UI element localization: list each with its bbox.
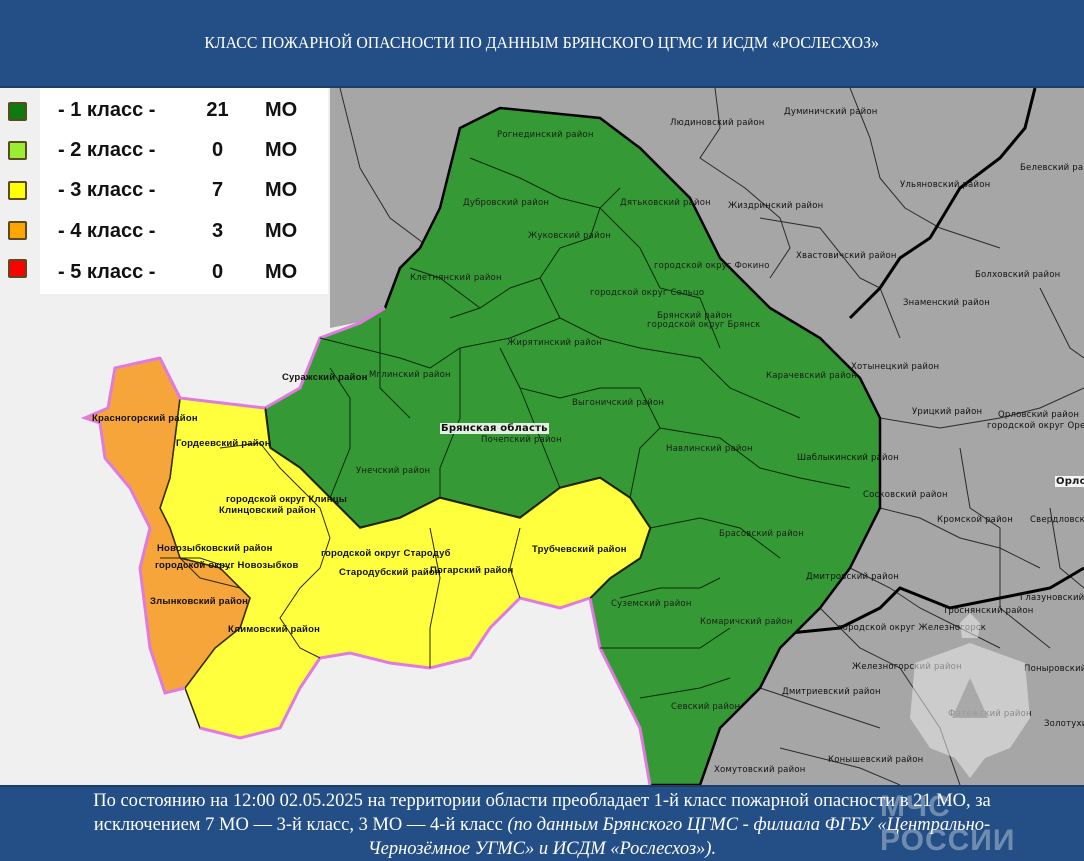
footer-line-1: По состоянию на 12:00 02.05.2025 на терр…	[93, 791, 991, 811]
map-label: городской округ Орел	[987, 421, 1084, 431]
footer-line-3: Чернозёмное УГМС» и ИСДМ «Рослесхоз»).	[367, 839, 717, 859]
legend-row-class1: - 1 класс - 21 МО	[0, 90, 330, 130]
map-label: Комаричский район	[700, 617, 793, 627]
map-label: Климовский район	[228, 624, 321, 635]
map-label: городской округ Железногорск	[838, 623, 987, 633]
region-label: Брянская область	[440, 423, 549, 434]
map-label: городской округ Стародуб	[321, 548, 451, 559]
map-label: Брасовский район	[719, 529, 804, 539]
map-label: Орлов	[1055, 476, 1084, 487]
map-label: Унечский район	[356, 466, 431, 476]
map-label: Поныровский	[1024, 664, 1084, 674]
map-label: Дятьковский район	[620, 198, 711, 208]
map-label: Стародубский район	[339, 567, 441, 578]
map-label: городской округ Фокино	[654, 261, 770, 271]
map-label: Дубровский район	[463, 198, 550, 208]
map-label: Злынковский район	[150, 596, 249, 607]
map-label: Ульяновский район	[900, 180, 991, 190]
map-label: Навлинский район	[666, 444, 753, 454]
map-label: Дмитриевский район	[782, 687, 881, 697]
header-bar: КЛАСС ПОЖАРНОЙ ОПАСНОСТИ ПО ДАННЫМ БРЯНС…	[0, 0, 1084, 88]
map-label: Глазуновский	[1020, 593, 1084, 603]
map-label: Жуковский район	[528, 231, 611, 241]
map-label: Конышевский район	[828, 755, 924, 765]
map-label: Севский район	[671, 702, 741, 712]
map-label: Белевский район	[1020, 163, 1084, 173]
legend-row-class2: - 2 класс - 0 МО	[0, 131, 330, 171]
map-label: Жиздринский район	[728, 201, 824, 211]
map-label: Новозыбковский район	[157, 543, 273, 554]
map-label: Жирятинский район	[507, 338, 603, 348]
map-label: Свердловский	[1030, 515, 1084, 525]
map-label: Хомутовский район	[714, 765, 806, 775]
map-label: Знаменский район	[903, 298, 991, 308]
map-label: Гордеевский район	[176, 438, 271, 449]
map-label: Орловский район	[998, 410, 1080, 420]
map-label: Троснянский район	[943, 606, 1034, 616]
map-label: Урицкий район	[912, 407, 983, 417]
legend: - 1 класс - 21 МО - 2 класс - 0 МО - 3 к…	[0, 88, 330, 294]
swatch-icon	[8, 181, 27, 200]
swatch-icon	[8, 141, 27, 160]
map-label: городской округ Брянск	[647, 320, 761, 330]
map-label: Дмитровский район	[806, 572, 899, 582]
legend-row-class4: - 4 класс - 3 МО	[0, 211, 330, 251]
fire-danger-map: Ершичский район Людиновский район Думини…	[0, 88, 1084, 785]
map-label: Думиничский район	[784, 107, 878, 117]
legend-row-class3: - 3 класс - 7 МО	[0, 171, 330, 211]
map-label: Болховский район	[975, 270, 1061, 280]
legend-row-class5: - 5 класс - 0 МО	[0, 251, 330, 291]
map-label: Хвастовичский район	[796, 251, 897, 261]
footer-line-2: исключением 7 МО — 3-й класс, 3 МО — 4-й…	[93, 815, 991, 835]
page-title: КЛАСС ПОЖАРНОЙ ОПАСНОСТИ ПО ДАННЫМ БРЯНС…	[204, 33, 880, 52]
map-label: Погарский район	[430, 565, 514, 576]
map-label: Клинцовский район	[219, 505, 316, 516]
map-label: Золотухи	[1044, 719, 1084, 729]
swatch-icon	[8, 221, 27, 240]
map-label: Кромской район	[937, 515, 1013, 525]
map-label: городской округ Сельцо	[590, 288, 705, 298]
map-label: Мглинский район	[369, 370, 451, 380]
map-label: Шаблыкинский район	[797, 453, 899, 463]
map-label: Сосковский район	[863, 490, 948, 500]
map-label: Суземский район	[611, 599, 692, 609]
emercom-watermark: МЧС РОССИИ	[880, 790, 1016, 857]
map-label: городской округ Клинцы	[226, 494, 348, 505]
map-label: Суражский район	[282, 372, 368, 383]
district-borders	[319, 157, 851, 699]
map-label: городской округ Новозыбков	[155, 560, 299, 571]
footer-caption: По состоянию на 12:00 02.05.2025 на терр…	[0, 785, 1084, 861]
map-label: Хотынецкий район	[851, 362, 940, 372]
state-border	[588, 597, 652, 785]
oblast-borders	[789, 88, 1084, 635]
swatch-icon	[8, 259, 27, 278]
emercom-emblem-icon	[910, 613, 1030, 778]
map-label: Брянский район	[657, 311, 733, 321]
map-label: Трубчевский район	[532, 544, 627, 555]
map-label: Клетнянский район	[410, 273, 502, 283]
map-canvas	[0, 88, 1084, 785]
map-label: Железногорский район	[852, 662, 962, 672]
map-label: Красногорский район	[92, 413, 198, 424]
map-label: Выгоничский район	[572, 398, 665, 408]
district-borders-south	[160, 442, 521, 668]
swatch-icon	[8, 102, 27, 121]
map-label: Карачевский район	[766, 371, 857, 381]
map-label: Рогнединский район	[497, 130, 594, 140]
map-label: Почепский район	[481, 435, 562, 445]
map-label: Людиновский район	[670, 118, 765, 128]
